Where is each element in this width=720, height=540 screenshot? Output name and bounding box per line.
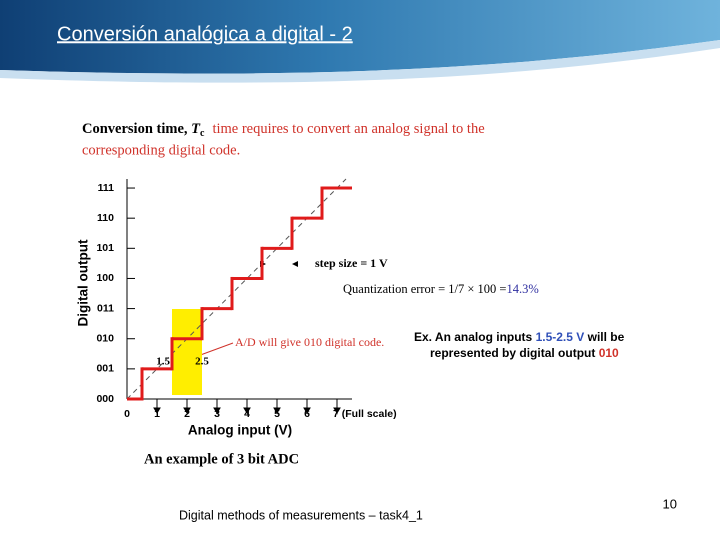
y-tick-label: 100	[96, 272, 114, 284]
heading-symbol: T	[191, 121, 201, 137]
header-swoosh	[0, 40, 720, 83]
quantization-value: 14.3%	[506, 282, 538, 296]
header-band	[0, 0, 720, 74]
x-tick-label: 7 (Full scale)	[333, 408, 397, 420]
example-note: represented by digital output 010	[430, 346, 619, 360]
heading-subscript: c	[200, 128, 205, 139]
footer-text: Digital methods of measurements – task4_…	[179, 508, 423, 522]
x-tick-label: 5	[274, 408, 280, 420]
x-tick-label: 2	[184, 408, 190, 420]
x-tick-label: 1	[154, 408, 160, 420]
ideal-line	[126, 178, 347, 400]
example-note: Ex. An analog inputs 1.5-2.5 V will be	[414, 330, 625, 344]
heading-definition: corresponding digital code.	[82, 142, 240, 158]
y-tick-label: 101	[96, 242, 114, 254]
ad-code-note: A/D will give 010 digital code.	[235, 335, 384, 349]
slide-title: Conversión analógica a digital - 2	[57, 23, 353, 45]
quantization-note: Quantization error = 1/7 × 100 =14.3%	[343, 282, 539, 296]
x-tick	[243, 399, 251, 415]
x-tick	[273, 399, 281, 415]
example-text: will be	[584, 330, 624, 344]
quantization-text: Quantization error = 1/7 × 100 =	[343, 282, 506, 296]
step-size-note: step size = 1 V	[315, 256, 388, 270]
heading-term: Conversion time,	[82, 121, 191, 137]
example-code: 010	[599, 346, 619, 360]
highlight-band	[172, 309, 202, 395]
x-tick-label: 3	[214, 408, 220, 420]
y-axis-label: Digital output	[76, 239, 91, 326]
y-tick-label: 001	[96, 363, 114, 375]
x-tick-label: 4	[244, 408, 250, 420]
x-tick	[333, 399, 341, 415]
highlight-label: 2.5	[195, 356, 209, 368]
y-tick-label: 111	[98, 182, 115, 194]
y-tick-label: 010	[96, 333, 114, 345]
y-tick-label: 000	[96, 393, 114, 405]
example-range: 1.5-2.5 V	[536, 330, 585, 344]
y-tick-label: 011	[97, 302, 114, 314]
heading-definition: time requires to convert an analog signa…	[212, 121, 484, 137]
x-tick	[303, 399, 311, 415]
x-tick	[153, 399, 161, 415]
y-tick-label: 110	[97, 212, 114, 224]
x-tick	[213, 399, 221, 415]
page-number: 10	[663, 496, 677, 511]
figure-heading: Conversion time, Tc time requires to conv…	[82, 121, 485, 139]
example-text: Ex. An analog inputs	[414, 330, 536, 344]
figure-caption: An example of 3 bit ADC	[144, 451, 299, 467]
x-axis-label: Analog input (V)	[188, 423, 292, 438]
figure-frame	[55, 113, 660, 472]
x-tick-label: 0	[124, 408, 130, 420]
x-tick	[183, 399, 191, 415]
example-text: represented by digital output	[430, 346, 599, 360]
x-tick-label: 6	[304, 408, 310, 420]
